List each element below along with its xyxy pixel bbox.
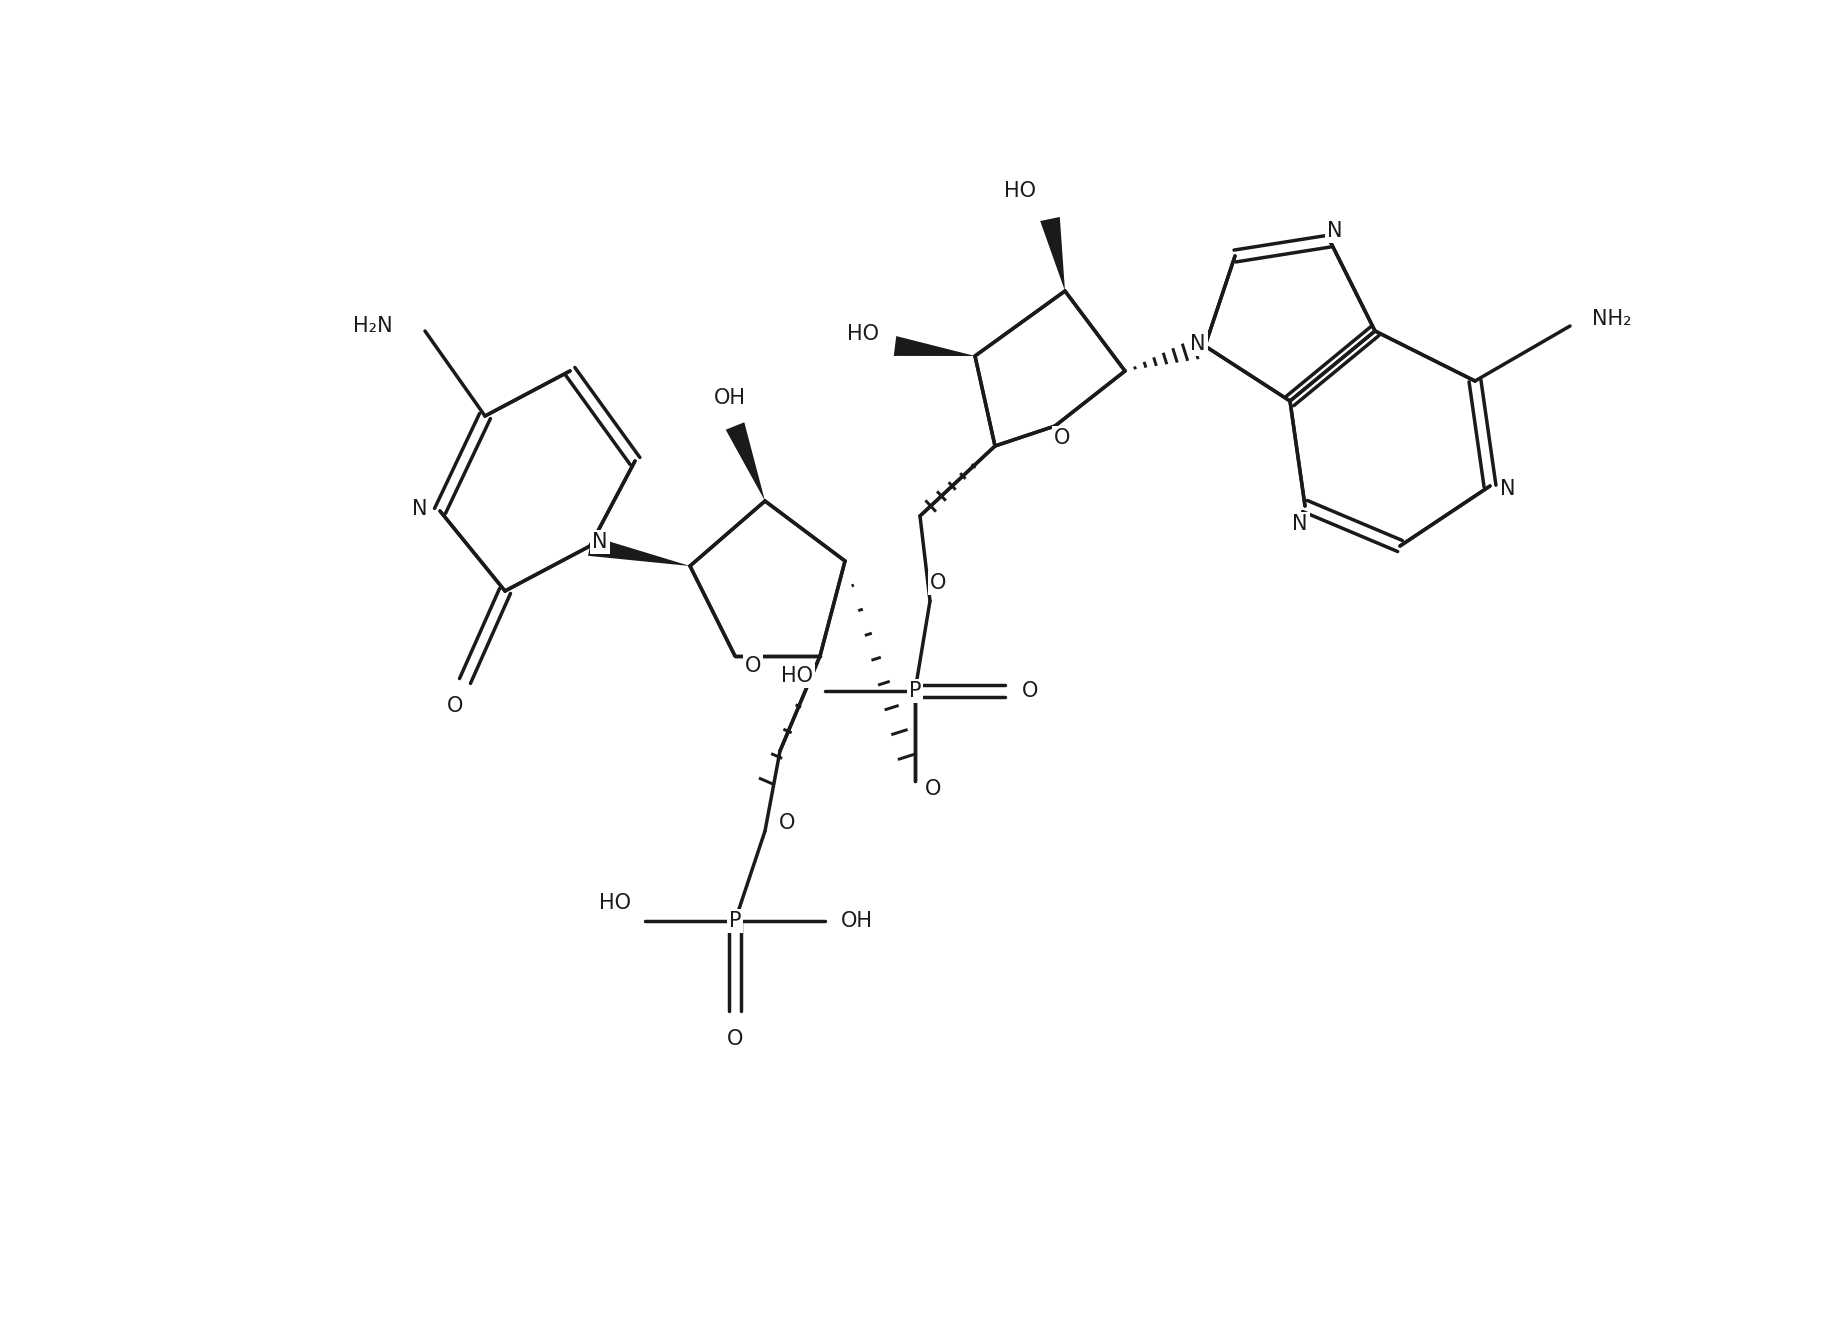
Text: O: O — [1022, 681, 1038, 701]
Text: O: O — [931, 573, 947, 593]
Text: NH₂: NH₂ — [1592, 309, 1632, 329]
Text: O: O — [745, 656, 761, 676]
Polygon shape — [727, 422, 765, 501]
Text: N: N — [1293, 514, 1307, 534]
Text: P: P — [728, 911, 741, 931]
Text: N: N — [1501, 480, 1515, 500]
Polygon shape — [588, 536, 690, 566]
Text: O: O — [779, 814, 796, 834]
Text: N: N — [412, 500, 428, 518]
Polygon shape — [1040, 216, 1065, 291]
Text: N: N — [592, 532, 608, 552]
Text: N: N — [1328, 220, 1342, 240]
Text: N: N — [1191, 334, 1206, 354]
Text: O: O — [727, 1029, 743, 1049]
Text: HO: HO — [1003, 180, 1036, 200]
Text: O: O — [1054, 428, 1071, 448]
Text: HO: HO — [847, 325, 880, 343]
Text: O: O — [925, 779, 941, 799]
Text: O: O — [446, 696, 463, 716]
Text: OH: OH — [714, 387, 747, 407]
Text: H₂N: H₂N — [353, 317, 393, 335]
Text: HO: HO — [599, 892, 632, 912]
Text: P: P — [909, 681, 921, 701]
Polygon shape — [894, 337, 974, 355]
Text: HO: HO — [781, 667, 812, 685]
Text: OH: OH — [841, 911, 872, 931]
